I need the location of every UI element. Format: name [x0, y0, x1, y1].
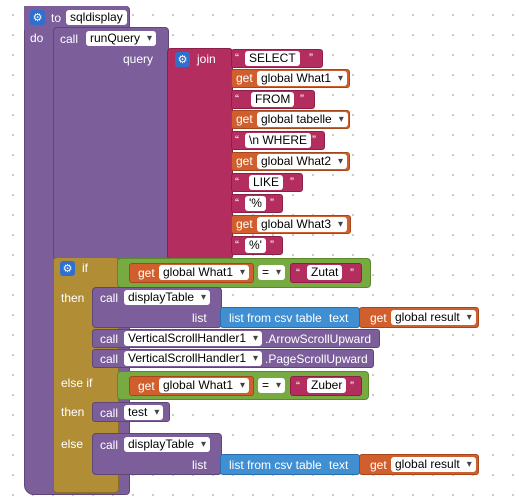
call-label: call — [100, 352, 119, 366]
call-label: call — [100, 332, 119, 346]
quote-open: “ — [235, 238, 239, 252]
list-arg-label: list — [192, 458, 207, 472]
quote-close: ” — [300, 92, 304, 106]
else-label: else — [61, 437, 84, 451]
get-label: get — [138, 379, 155, 393]
get-label: get — [236, 154, 253, 168]
get-label: get — [236, 71, 253, 85]
quote-open: “ — [235, 196, 239, 210]
procedure-to-label: to — [51, 11, 62, 25]
displaytable-dropdown[interactable]: displayTable — [124, 290, 211, 305]
text-value[interactable]: FROM — [251, 92, 295, 107]
variable-dropdown[interactable]: global tabelle — [257, 112, 348, 127]
get-label: get — [236, 217, 253, 231]
then-label: then — [61, 291, 85, 305]
displaytable-dropdown[interactable]: displayTable — [124, 437, 211, 452]
elseif-label: else if — [61, 376, 93, 390]
get-label: get — [236, 112, 253, 126]
gear-icon[interactable]: ⚙ — [60, 261, 75, 276]
join-block[interactable] — [167, 48, 233, 260]
variable-dropdown[interactable]: global What3 — [257, 217, 348, 232]
text-value[interactable]: Zutat — [307, 265, 343, 280]
method-label: .PageScrollUpward — [265, 352, 368, 366]
variable-dropdown[interactable]: global result — [391, 310, 476, 325]
variable-dropdown[interactable]: global What1 — [159, 265, 250, 280]
component-dropdown[interactable]: VerticalScrollHandler1 — [124, 331, 263, 346]
csv-text-label: text — [329, 458, 349, 472]
call-label: call — [60, 32, 79, 46]
quote-open: “ — [235, 51, 239, 65]
text-value[interactable]: \n WHERE — [245, 133, 312, 148]
text-value[interactable]: Zuber — [307, 378, 347, 393]
quote-close: ” — [309, 51, 313, 65]
variable-dropdown[interactable]: global What1 — [257, 71, 348, 86]
gear-icon[interactable]: ⚙ — [30, 10, 45, 25]
then-label: then — [61, 405, 85, 419]
list-from-csv-label: list from csv table — [229, 311, 322, 325]
list-arg-label: list — [192, 311, 207, 325]
variable-dropdown[interactable]: global result — [391, 457, 476, 472]
variable-dropdown[interactable]: global What2 — [257, 154, 348, 169]
if-label: if — [82, 261, 88, 275]
text-value[interactable]: LIKE — [249, 175, 284, 190]
variable-dropdown[interactable]: global What1 — [159, 378, 250, 393]
quote-open: “ — [296, 266, 300, 280]
operator-dropdown[interactable]: = — [258, 265, 286, 280]
get-label: get — [138, 266, 155, 280]
quote-close: ” — [350, 379, 354, 393]
test-dropdown[interactable]: test — [124, 405, 164, 420]
text-value[interactable]: SELECT — [245, 51, 300, 66]
quote-close: ” — [270, 238, 274, 252]
list-from-csv-label: list from csv table — [229, 458, 322, 472]
runquery-dropdown[interactable]: runQuery — [86, 31, 157, 46]
quote-close: ” — [350, 266, 354, 280]
quote-open: “ — [296, 379, 300, 393]
call-label: call — [100, 438, 119, 452]
query-arg-label: query — [123, 52, 154, 66]
method-label: .ArrowScrollUpward — [265, 332, 372, 346]
quote-open: “ — [235, 92, 239, 106]
component-dropdown[interactable]: VerticalScrollHandler1 — [124, 351, 263, 366]
text-value[interactable]: '% — [245, 196, 266, 211]
quote-close: ” — [290, 175, 294, 189]
text-value[interactable]: %' — [245, 238, 266, 253]
call-label: call — [100, 291, 119, 305]
quote-open: “ — [235, 175, 239, 189]
get-label: get — [370, 311, 387, 325]
csv-text-label: text — [329, 311, 349, 325]
get-label: get — [370, 458, 387, 472]
quote-open: “ — [235, 133, 239, 147]
operator-dropdown[interactable]: = — [258, 378, 286, 393]
procedure-do-label: do — [30, 31, 44, 45]
join-label: join — [197, 52, 216, 66]
quote-close: ” — [312, 133, 316, 147]
gear-icon[interactable]: ⚙ — [175, 52, 190, 67]
quote-close: ” — [270, 196, 274, 210]
call-label: call — [100, 406, 119, 420]
procedure-name-field[interactable]: sqldisplay — [66, 10, 127, 25]
